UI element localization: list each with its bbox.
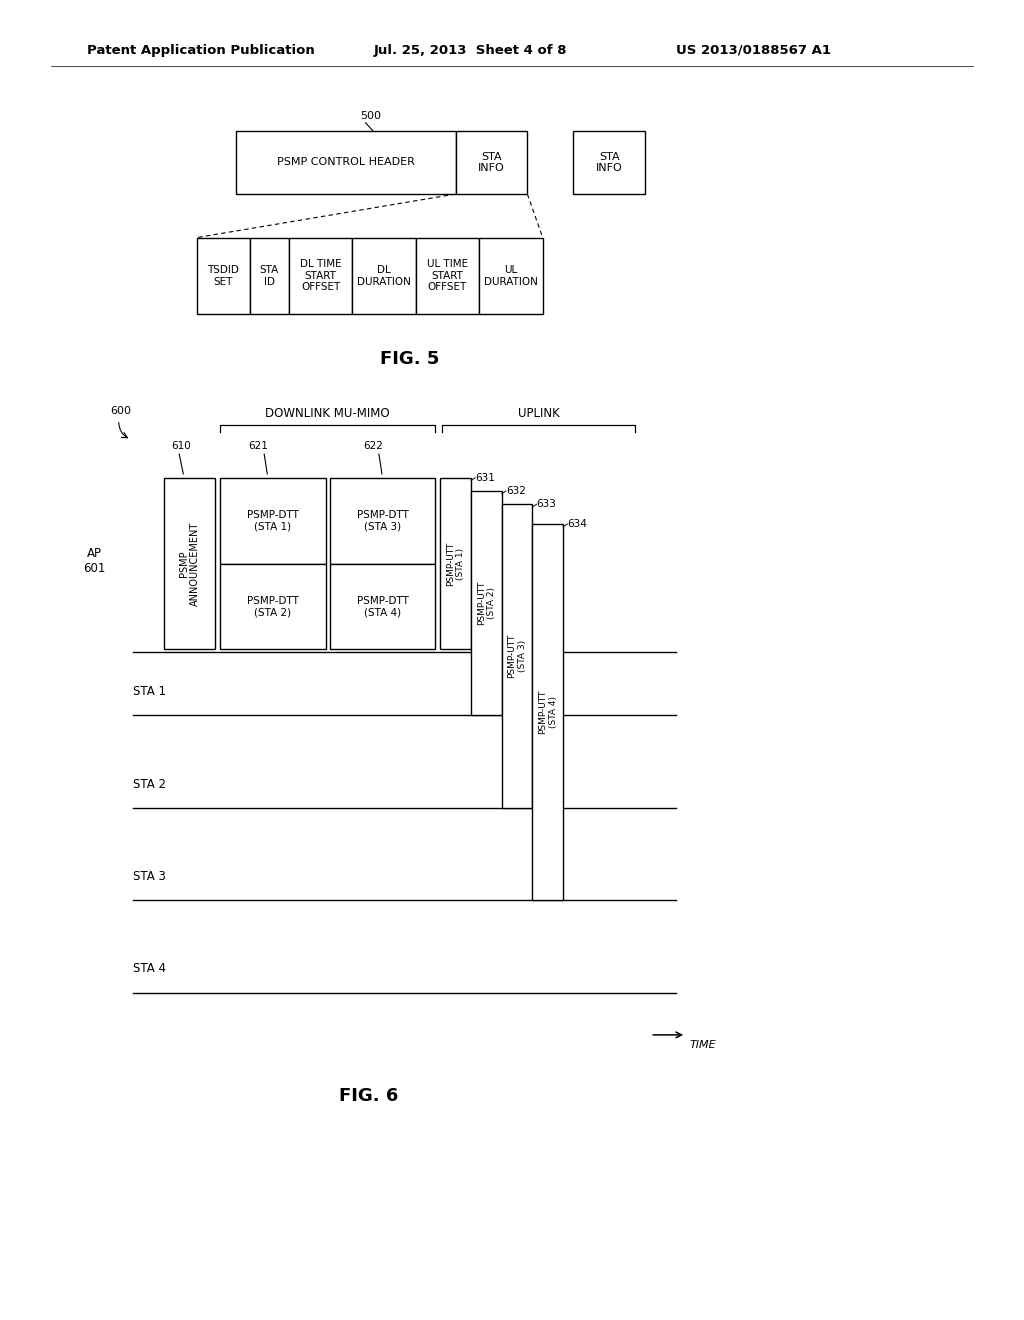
FancyBboxPatch shape [289, 238, 352, 314]
Text: STA
INFO: STA INFO [478, 152, 505, 173]
FancyBboxPatch shape [479, 238, 543, 314]
Text: PSMP-UTT
(STA 1): PSMP-UTT (STA 1) [446, 541, 465, 586]
Text: DL
DURATION: DL DURATION [357, 265, 411, 286]
Text: UL TIME
START
OFFSET: UL TIME START OFFSET [427, 259, 468, 293]
Text: 632: 632 [506, 486, 525, 496]
Text: 610: 610 [171, 441, 190, 451]
Text: STA 2: STA 2 [133, 777, 166, 791]
Text: TIME: TIME [689, 1040, 716, 1051]
Text: 500: 500 [360, 111, 382, 121]
Text: FIG. 5: FIG. 5 [380, 350, 439, 368]
FancyBboxPatch shape [573, 131, 645, 194]
FancyBboxPatch shape [456, 131, 527, 194]
FancyBboxPatch shape [502, 504, 532, 808]
Text: 621: 621 [248, 441, 267, 451]
Text: PSMP CONTROL HEADER: PSMP CONTROL HEADER [276, 157, 415, 168]
FancyBboxPatch shape [250, 238, 289, 314]
Text: 600: 600 [111, 405, 132, 416]
Text: TSDID
SET: TSDID SET [207, 265, 240, 286]
FancyBboxPatch shape [352, 238, 416, 314]
Text: DOWNLINK MU-MIMO: DOWNLINK MU-MIMO [265, 407, 390, 420]
Text: STA 3: STA 3 [133, 870, 166, 883]
Text: DL TIME
START
OFFSET: DL TIME START OFFSET [300, 259, 341, 293]
Text: PSMP-UTT
(STA 4): PSMP-UTT (STA 4) [539, 690, 557, 734]
Text: 631: 631 [475, 473, 495, 483]
Text: US 2013/0188567 A1: US 2013/0188567 A1 [676, 44, 830, 57]
Text: PSMP-DTT
(STA 3): PSMP-DTT (STA 3) [356, 510, 409, 532]
FancyBboxPatch shape [220, 478, 326, 564]
Text: Jul. 25, 2013  Sheet 4 of 8: Jul. 25, 2013 Sheet 4 of 8 [374, 44, 567, 57]
Text: PSMP-UTT
(STA 2): PSMP-UTT (STA 2) [477, 581, 496, 626]
FancyBboxPatch shape [220, 564, 326, 649]
FancyBboxPatch shape [236, 131, 456, 194]
Text: PSMP-DTT
(STA 4): PSMP-DTT (STA 4) [356, 595, 409, 618]
Text: PSMP-DTT
(STA 1): PSMP-DTT (STA 1) [247, 510, 299, 532]
FancyBboxPatch shape [440, 478, 471, 649]
FancyBboxPatch shape [330, 564, 435, 649]
FancyBboxPatch shape [532, 524, 563, 900]
Text: STA 4: STA 4 [133, 962, 166, 975]
FancyBboxPatch shape [330, 478, 435, 564]
Text: Patent Application Publication: Patent Application Publication [87, 44, 314, 57]
Text: AP
601: AP 601 [83, 546, 105, 576]
Text: 633: 633 [537, 499, 556, 510]
Text: UL
DURATION: UL DURATION [484, 265, 538, 286]
Text: PSMP-DTT
(STA 2): PSMP-DTT (STA 2) [247, 595, 299, 618]
Text: 634: 634 [567, 519, 587, 529]
FancyBboxPatch shape [471, 491, 502, 715]
Text: FIG. 6: FIG. 6 [339, 1086, 398, 1105]
Text: UPLINK: UPLINK [518, 407, 559, 420]
FancyBboxPatch shape [164, 478, 215, 649]
Text: STA 1: STA 1 [133, 685, 166, 698]
Text: 622: 622 [364, 441, 383, 451]
Text: PSMP-UTT
(STA 3): PSMP-UTT (STA 3) [508, 634, 526, 678]
Text: PSMP
ANNOUNCEMENT: PSMP ANNOUNCEMENT [178, 521, 201, 606]
FancyBboxPatch shape [416, 238, 479, 314]
Text: STA
ID: STA ID [260, 265, 279, 286]
FancyBboxPatch shape [197, 238, 250, 314]
Text: STA
INFO: STA INFO [596, 152, 623, 173]
